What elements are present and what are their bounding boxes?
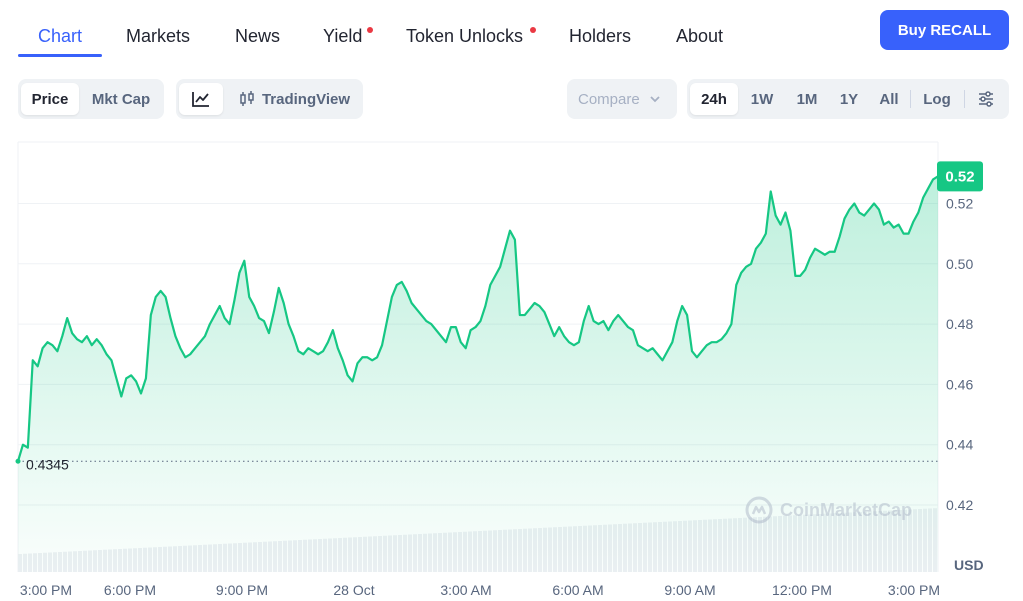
price-area-fill: [18, 176, 938, 573]
tab-token-unlocks[interactable]: Token Unlocks: [406, 26, 524, 46]
price-mktcap-toggle: Price Mkt Cap: [18, 79, 164, 119]
y-tick-label: 0.44: [946, 437, 973, 453]
log-separator-left: [910, 90, 911, 108]
time-range-toggle: 24h 1W 1M 1Y All Log: [687, 79, 1009, 119]
tab-yield[interactable]: Yield: [323, 26, 363, 46]
token-unlocks-notification-dot: [530, 27, 536, 33]
tradingview-label: TradingView: [261, 90, 351, 108]
y-tick-label: 0.48: [946, 316, 973, 332]
currency-unit-label: USD: [954, 557, 984, 573]
tab-holders[interactable]: Holders: [569, 26, 632, 46]
current-price-badge-bg: [937, 161, 983, 192]
x-tick-label: 3:00 PM: [20, 582, 72, 598]
coinmarketcap-watermark: CoinMarketCap: [744, 495, 912, 525]
x-tick-label: 9:00 PM: [216, 582, 268, 598]
y-tick-label: 0.52: [946, 196, 973, 212]
settings-sliders-icon: [979, 91, 993, 107]
active-tab-underline: [18, 54, 102, 57]
watermark-text: CoinMarketCap: [780, 499, 913, 520]
reference-start-dot: [15, 458, 21, 464]
x-tick-label: 12:00 PM: [772, 582, 832, 598]
x-tick-label: 28 Oct: [333, 582, 374, 598]
tab-markets[interactable]: Markets: [126, 26, 191, 46]
yield-notification-dot: [367, 27, 373, 33]
range-all-button[interactable]: All: [879, 90, 899, 108]
x-tick-label: 3:00 AM: [440, 582, 491, 598]
compare-dropdown[interactable]: Compare: [567, 79, 677, 119]
compare-label: Compare: [578, 90, 640, 108]
buy-button[interactable]: Buy RECALL: [880, 10, 1009, 50]
tradingview-button[interactable]: TradingView: [228, 83, 360, 115]
candlestick-icon: [240, 91, 254, 106]
coinmarketcap-logo-icon: [745, 496, 773, 524]
log-separator-right: [964, 90, 965, 108]
range-1y-button[interactable]: 1Y: [839, 90, 859, 108]
price-line: [16, 175, 939, 462]
tab-news[interactable]: News: [235, 26, 281, 46]
current-price-badge: 0.52: [937, 161, 983, 192]
y-tick-label: 0.42: [946, 497, 973, 513]
y-tick-label: 0.46: [946, 376, 973, 392]
y-tick-label: 0.50: [946, 256, 973, 272]
tab-chart[interactable]: Chart: [38, 26, 83, 46]
range-1m-button[interactable]: 1M: [796, 90, 818, 108]
chevron-down-icon: [650, 96, 660, 103]
x-tick-label: 6:00 AM: [552, 582, 603, 598]
reference-price-label: 0.4345: [26, 456, 69, 472]
range-1w-button[interactable]: 1W: [750, 90, 774, 108]
chart-settings-button[interactable]: [969, 83, 1003, 115]
line-chart-button[interactable]: [179, 83, 223, 115]
current-price-value: 0.52: [945, 168, 974, 185]
top-navigation: Chart Markets News Yield Token Unlocks H…: [0, 0, 1023, 60]
range-24h-button[interactable]: 24h: [690, 83, 738, 115]
line-chart-icon: [192, 92, 209, 107]
x-tick-label: 6:00 PM: [104, 582, 156, 598]
log-scale-button[interactable]: Log: [923, 90, 951, 108]
chart-type-toggle: TradingView: [176, 79, 363, 119]
mktcap-button[interactable]: Mkt Cap: [91, 90, 151, 108]
x-tick-label: 9:00 AM: [664, 582, 715, 598]
x-tick-label: 3:00 PM: [888, 582, 940, 598]
price-button[interactable]: Price: [21, 83, 79, 115]
tab-about[interactable]: About: [676, 26, 724, 46]
